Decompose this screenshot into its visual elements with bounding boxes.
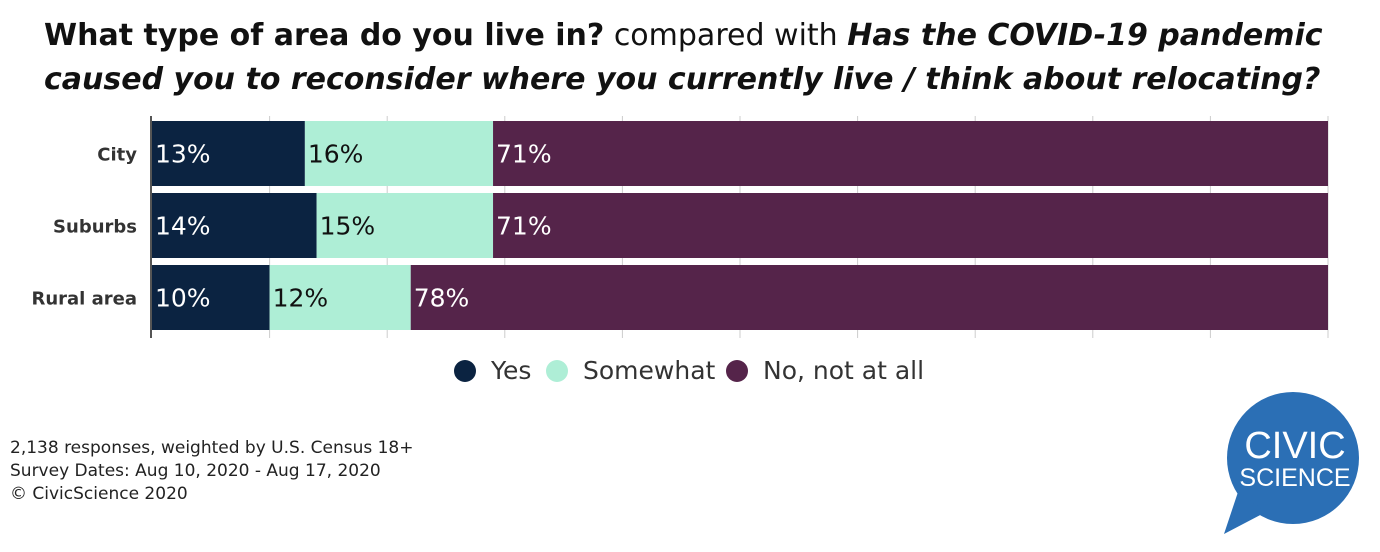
civicscience-logo: CIVIC SCIENCE — [1224, 392, 1359, 534]
data-label: 13% — [155, 140, 211, 169]
category-labels: City Suburbs Rural area — [31, 145, 137, 310]
data-label: 71% — [496, 140, 552, 169]
category-label: City — [97, 145, 137, 166]
bar-segment — [316, 193, 494, 258]
legend-marker — [726, 360, 748, 382]
data-label: 16% — [308, 140, 364, 169]
category-label: Rural area — [31, 289, 137, 310]
logo-speech-tail — [1224, 492, 1266, 534]
bar-segment — [410, 265, 1329, 330]
bar-segment — [152, 265, 270, 330]
data-label: 15% — [320, 212, 376, 241]
legend-label: Yes — [490, 356, 531, 385]
footer-notes: 2,138 responses, weighted by U.S. Census… — [10, 437, 414, 506]
title-connector: compared with — [604, 18, 848, 53]
data-label: 71% — [496, 212, 552, 241]
data-label: 14% — [155, 212, 211, 241]
bar-segment — [152, 121, 305, 186]
logo-text-science: SCIENCE — [1239, 464, 1350, 492]
footer-responses: 2,138 responses, weighted by U.S. Census… — [10, 438, 414, 458]
bar-segment — [493, 193, 1328, 258]
data-label: 10% — [155, 284, 211, 313]
bar-labels: 13% 16% 71% 14% 15% 71% 10% 12% 78% — [155, 140, 552, 313]
bar-segment — [269, 265, 411, 330]
bar-segment — [493, 121, 1328, 186]
legend-marker — [546, 360, 568, 382]
legend-marker — [454, 360, 476, 382]
bars — [152, 121, 1329, 330]
legend: Yes Somewhat No, not at all — [454, 356, 924, 385]
logo-text-civic: CIVIC — [1244, 425, 1345, 467]
footer-survey-dates: Survey Dates: Aug 10, 2020 - Aug 17, 202… — [10, 461, 381, 481]
category-label: Suburbs — [53, 217, 137, 238]
data-label: 12% — [273, 284, 329, 313]
legend-label: No, not at all — [763, 356, 924, 385]
stacked-bar-chart: 13% 16% 71% 14% 15% 71% 10% 12% 78% City Suburbs R… — [31, 116, 1329, 385]
data-label: 78% — [414, 284, 470, 313]
logo-circle — [1227, 392, 1359, 524]
bar-segment — [152, 193, 317, 258]
title-question-2: Has the COVID-19 pandemic caused you to … — [44, 18, 1323, 97]
title-question-1: What type of area do you live in? — [44, 18, 605, 53]
bar-segment — [304, 121, 494, 186]
legend-label: Somewhat — [583, 356, 716, 385]
footer-copyright: © CivicScience 2020 — [10, 484, 188, 504]
chart-title: What type of area do you live in? compar… — [44, 14, 1344, 102]
